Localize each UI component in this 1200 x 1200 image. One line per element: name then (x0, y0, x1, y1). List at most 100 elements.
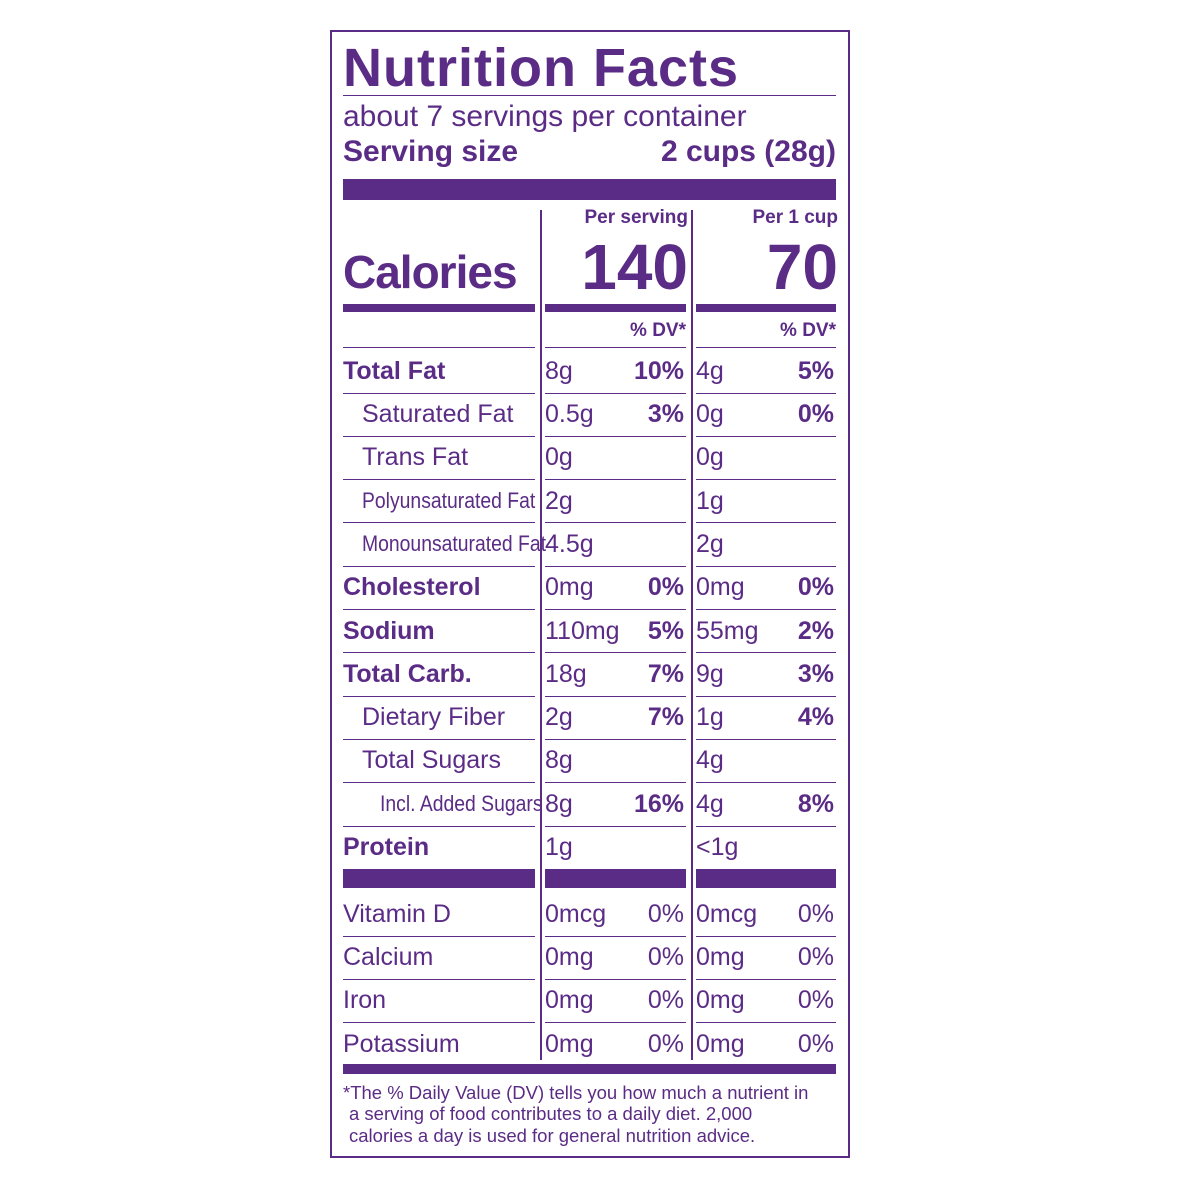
rule (545, 935, 686, 937)
rule (343, 347, 535, 348)
rule (343, 978, 535, 980)
amount: 2g (696, 529, 724, 558)
vitamin-name: Vitamin D (343, 899, 451, 928)
daily-value: 2% (797, 616, 834, 645)
amount: 0mg (696, 1029, 745, 1058)
dv-header: % DV* (780, 319, 836, 341)
vitamin-name: Potassium (343, 1029, 460, 1058)
rule (545, 1022, 686, 1024)
nutrient-name: Dietary Fiber (362, 703, 506, 732)
amount: 8g (545, 356, 573, 385)
rule (545, 435, 686, 437)
serving-size-value: 2 cups (28g) (660, 135, 836, 168)
serving-size-label: Serving size (343, 135, 519, 168)
nutrient-name: Incl. Added Sugars (380, 790, 543, 816)
rule (696, 479, 836, 481)
amount: 4g (696, 789, 724, 818)
nutrient-name: Polyunsaturated Fat (362, 487, 536, 513)
rule (545, 825, 686, 827)
daily-value: 0% (797, 573, 834, 602)
amount: 9g (696, 659, 724, 688)
rule (343, 95, 836, 96)
rule (545, 782, 686, 784)
thick-rule (545, 304, 686, 312)
rule (696, 609, 836, 610)
vitamin-name: Iron (343, 986, 387, 1015)
rule (696, 565, 836, 567)
nutrient-name: Saturated Fat (362, 400, 514, 429)
daily-value: 10% (633, 356, 684, 385)
nutrient-name: Cholesterol (343, 573, 481, 602)
rule (545, 522, 686, 524)
amount: 110mg (545, 616, 620, 645)
daily-value: 0% (797, 943, 834, 972)
rule (545, 392, 686, 394)
amount: 0mg (545, 943, 594, 972)
nutrient-name: Sodium (343, 616, 435, 645)
thick-rule (696, 304, 836, 312)
amount: 0mg (545, 986, 594, 1015)
daily-value: 0% (797, 899, 834, 928)
amount: 1g (696, 486, 724, 515)
nutrient-name: Total Sugars (362, 746, 501, 775)
rule (343, 825, 535, 827)
rule (545, 652, 686, 654)
dv-header: % DV* (630, 319, 686, 341)
amount: 0mcg (545, 899, 607, 928)
amount: 0.5g (545, 400, 594, 429)
rule (696, 1022, 836, 1024)
daily-value: 0% (797, 986, 834, 1015)
amount: 0g (545, 443, 573, 472)
amount: 0mg (696, 943, 745, 972)
thick-bar (343, 869, 535, 888)
daily-value: 0% (647, 943, 684, 972)
amount: 0mg (696, 986, 745, 1015)
amount: 8g (545, 789, 573, 818)
rule (343, 609, 535, 610)
daily-value: 16% (633, 789, 684, 818)
rule (696, 347, 836, 348)
calories-label: Calories (343, 246, 518, 298)
amount: 0mcg (696, 899, 758, 928)
column-divider (540, 210, 542, 1060)
rule (545, 609, 686, 610)
rule (696, 935, 836, 937)
footnote-line: calories a day is used for general nutri… (349, 1124, 756, 1146)
daily-value: 7% (647, 659, 684, 688)
thick-bar (545, 869, 686, 888)
calories-value: 70 (766, 231, 838, 304)
amount: 0mg (545, 573, 594, 602)
rule (545, 347, 686, 348)
amount: 2g (545, 703, 573, 732)
title: Nutrition Facts (343, 38, 740, 98)
footnote-line: a serving of food contributes to a daily… (349, 1103, 753, 1125)
rule (545, 479, 686, 481)
daily-value: 5% (647, 616, 684, 645)
nutrient-name: Total Carb. (343, 659, 472, 688)
amount: 8g (545, 746, 573, 775)
footnote-line: *The % Daily Value (DV) tells you how mu… (343, 1081, 809, 1103)
rule (696, 392, 836, 394)
daily-value: 4% (797, 703, 834, 732)
daily-value: 8% (797, 789, 834, 818)
thick-bar (343, 179, 836, 200)
thick-rule (343, 304, 535, 312)
amount: 55mg (696, 616, 759, 645)
amount: 1g (696, 703, 724, 732)
rule (696, 522, 836, 524)
rule (343, 435, 535, 437)
daily-value: 0% (797, 1029, 834, 1058)
daily-value: 3% (797, 659, 834, 688)
thick-bar (696, 869, 836, 888)
rule (343, 479, 535, 481)
daily-value: 0% (647, 1029, 684, 1058)
thick-bar (343, 1064, 836, 1074)
rule (343, 935, 535, 937)
servings: about 7 servings per container (343, 100, 747, 133)
rule (343, 392, 535, 394)
daily-value: 7% (647, 703, 684, 732)
calories-value: 140 (581, 231, 688, 304)
amount: 0mg (696, 573, 745, 602)
rule (545, 565, 686, 567)
